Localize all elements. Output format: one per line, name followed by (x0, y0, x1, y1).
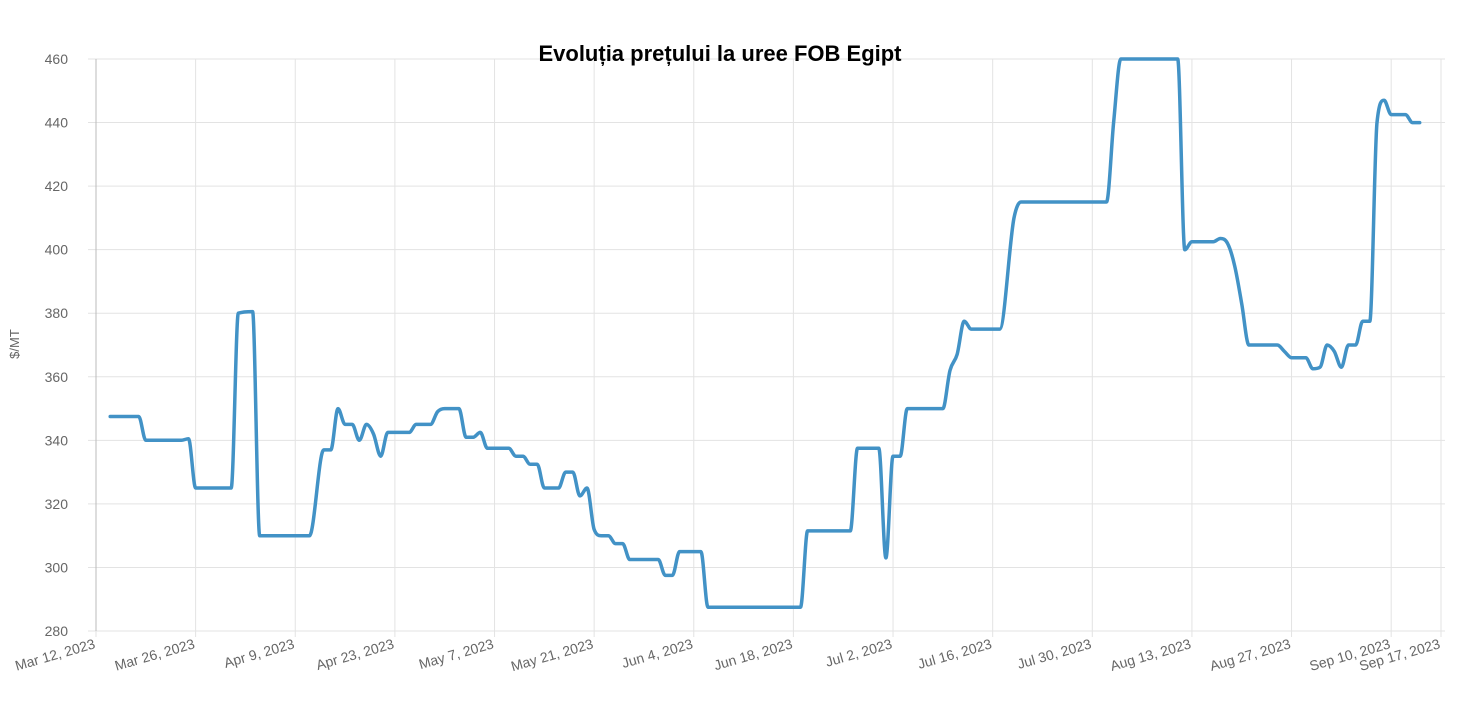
x-tick-label: May 21, 2023 (509, 635, 595, 674)
price-series-line (108, 57, 1422, 609)
x-tick-label: Jul 2, 2023 (824, 635, 894, 669)
y-tick-label: 360 (45, 369, 69, 385)
x-tick-label: Apr 23, 2023 (314, 635, 396, 673)
x-tick-label: Mar 12, 2023 (13, 635, 97, 673)
series-layer (108, 57, 1422, 609)
y-tick-label: 400 (45, 242, 69, 258)
y-tick-label: 420 (45, 178, 69, 194)
y-tick-label: 460 (45, 51, 69, 67)
y-tick-label: 380 (45, 305, 69, 321)
x-tick-label: Apr 9, 2023 (222, 635, 296, 670)
x-tick-label: Jul 30, 2023 (1015, 635, 1093, 671)
y-tick-label: 320 (45, 496, 69, 512)
y-tick-labels: 280 300 320 340 360 380 400 420 440 460 (45, 51, 69, 639)
y-tick-label: 300 (45, 559, 69, 575)
x-tick-label: Mar 26, 2023 (113, 635, 197, 673)
grid-layer (88, 58, 1445, 637)
x-tick-label: Jun 4, 2023 (620, 635, 695, 671)
x-tick-label: Jun 18, 2023 (712, 635, 794, 673)
x-tick-label: Aug 13, 2023 (1108, 635, 1193, 673)
x-tick-label: May 7, 2023 (417, 635, 496, 672)
chart-title: Evoluția prețului la uree FOB Egipt (538, 41, 902, 66)
x-tick-label: Jul 16, 2023 (916, 635, 994, 671)
x-tick-label: Aug 27, 2023 (1208, 635, 1293, 673)
y-axis-label: $/MT (7, 329, 22, 359)
y-tick-label: 340 (45, 432, 69, 448)
y-tick-label: 440 (45, 115, 69, 131)
x-tick-labels: Mar 12, 2023 Mar 26, 2023 Apr 9, 2023 Apr 2… (13, 635, 1442, 674)
y-tick-label: 280 (45, 623, 69, 639)
